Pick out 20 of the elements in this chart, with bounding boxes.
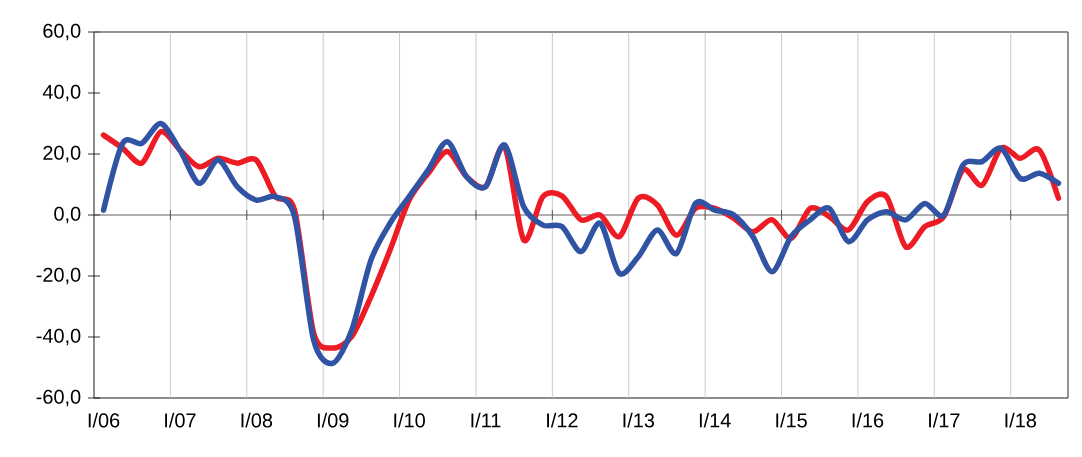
x-tick-label: I/17 — [929, 412, 960, 428]
y-tick-label: 60,0 — [43, 23, 81, 41]
x-tick-label: I/08 — [241, 412, 273, 428]
x-tick-label: I/16 — [852, 412, 884, 428]
x-tick-label: I/11 — [471, 412, 501, 428]
y-tick-label: 0,0 — [54, 206, 81, 224]
y-tick-label: -20,0 — [36, 267, 81, 285]
x-tick-label: I/07 — [165, 412, 196, 428]
x-tick-label: I/15 — [776, 412, 807, 428]
x-tick-label: I/09 — [317, 412, 349, 428]
x-tick-label: I/10 — [394, 412, 425, 428]
y-tick-label: -40,0 — [36, 328, 81, 346]
y-tick-label: 20,0 — [43, 145, 81, 163]
x-tick-label: I/06 — [88, 412, 120, 428]
y-tick-label: 40,0 — [42, 84, 81, 102]
x-tick-label: I/12 — [547, 412, 578, 428]
x-tick-label: I/14 — [699, 412, 731, 428]
x-tick-label: I/13 — [623, 412, 655, 428]
y-tick-label: -60,0 — [36, 389, 81, 407]
x-tick-label: I/18 — [1005, 412, 1037, 428]
